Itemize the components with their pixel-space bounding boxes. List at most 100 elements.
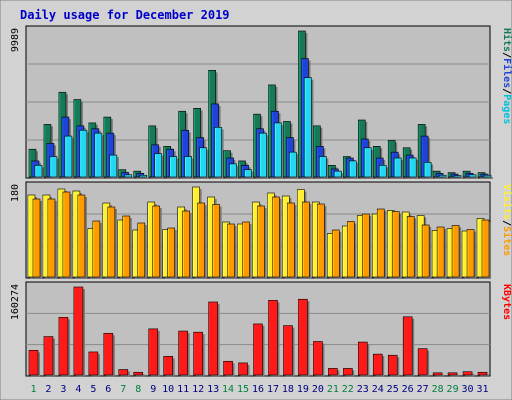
- legend-separator: /: [501, 88, 512, 94]
- bar-kbytes-14: [223, 360, 235, 377]
- x-tick-13: 13: [207, 384, 219, 395]
- legend-separator: /: [501, 220, 512, 226]
- bar-kbytes-21: [328, 368, 340, 377]
- bar-kbytes-31: [477, 371, 490, 377]
- x-tick-29: 29: [447, 384, 459, 395]
- x-tick-11: 11: [177, 384, 189, 395]
- bar-sites-4: [77, 194, 87, 279]
- bar-sites-13: [212, 204, 222, 279]
- legend-item-sites: Sites: [501, 226, 512, 256]
- bar-kbytes-8: [133, 371, 145, 377]
- bar-pages-2: [49, 156, 59, 179]
- bar-kbytes-16: [253, 323, 265, 377]
- x-tick-24: 24: [372, 384, 384, 395]
- bar-sites-6: [107, 206, 117, 279]
- bar-sites-29: [451, 225, 462, 279]
- x-tick-17: 17: [267, 384, 279, 395]
- x-tick-3: 3: [60, 384, 66, 395]
- legend-separator: /: [501, 52, 512, 58]
- x-tick-21: 21: [327, 384, 339, 395]
- bar-sites-3: [62, 191, 72, 279]
- legend-visits-sites: Visits/Sites: [501, 184, 512, 256]
- x-tick-26: 26: [402, 384, 414, 395]
- bar-sites-22: [347, 221, 357, 279]
- bar-pages-25: [393, 157, 404, 179]
- bar-pages-10: [169, 156, 179, 179]
- x-tick-30: 30: [462, 384, 474, 395]
- bar-pages-3: [64, 135, 74, 179]
- bar-sites-28: [436, 226, 447, 279]
- bar-kbytes-19: [298, 298, 310, 377]
- bar-kbytes-18: [283, 325, 295, 377]
- x-tick-6: 6: [105, 384, 111, 395]
- bar-kbytes-28: [432, 372, 445, 377]
- bar-kbytes-29: [447, 372, 460, 377]
- bar-kbytes-23: [357, 341, 370, 377]
- bar-pages-7: [124, 174, 134, 179]
- bar-sites-30: [466, 229, 477, 279]
- bar-kbytes-17: [268, 300, 280, 377]
- bar-kbytes-3: [58, 317, 70, 377]
- bar-kbytes-13: [208, 301, 220, 377]
- bar-pages-20: [319, 156, 329, 179]
- bar-kbytes-7: [118, 369, 130, 377]
- bar-pages-6: [109, 154, 119, 179]
- legend-item-kbytes: KBytes: [501, 284, 512, 320]
- bar-pages-21: [334, 170, 344, 179]
- bar-sites-14: [227, 223, 237, 279]
- bar-pages-26: [408, 157, 419, 179]
- bar-kbytes-25: [387, 354, 400, 377]
- bar-pages-30: [468, 174, 479, 179]
- x-tick-14: 14: [222, 384, 234, 395]
- bar-kbytes-26: [402, 316, 415, 377]
- bar-pages-13: [214, 127, 224, 179]
- y-max-label: 180: [10, 184, 21, 202]
- y-max-label: 9989: [10, 28, 21, 52]
- bar-pages-9: [154, 153, 164, 179]
- bar-pages-4: [79, 129, 89, 179]
- x-tick-15: 15: [237, 384, 249, 395]
- bar-sites-15: [242, 221, 252, 279]
- x-tick-19: 19: [297, 384, 309, 395]
- bar-kbytes-15: [238, 362, 250, 377]
- legend-kbytes: KBytes: [501, 284, 512, 320]
- bar-pages-17: [274, 122, 284, 179]
- x-tick-22: 22: [342, 384, 354, 395]
- bar-sites-24: [376, 208, 387, 279]
- bar-pages-1: [34, 165, 44, 179]
- x-tick-2: 2: [45, 384, 51, 395]
- bar-sites-8: [137, 222, 147, 279]
- bar-pages-28: [438, 174, 449, 179]
- bar-sites-12: [197, 202, 207, 279]
- x-tick-1: 1: [30, 384, 36, 395]
- bar-sites-31: [481, 219, 492, 279]
- bar-pages-5: [94, 132, 104, 179]
- x-tick-4: 4: [75, 384, 81, 395]
- bar-sites-2: [47, 198, 57, 279]
- bar-sites-25: [391, 211, 402, 279]
- legend-item-visits: Visits: [501, 184, 512, 220]
- legend-item-files: Files: [501, 58, 512, 88]
- bar-pages-15: [244, 169, 254, 179]
- bar-pages-16: [259, 132, 269, 179]
- x-tick-7: 7: [120, 384, 126, 395]
- bar-sites-23: [361, 213, 372, 279]
- bar-kbytes-6: [103, 332, 115, 377]
- x-tick-20: 20: [312, 384, 324, 395]
- bar-pages-29: [453, 175, 464, 179]
- bar-kbytes-24: [372, 353, 385, 377]
- bar-pages-23: [363, 147, 374, 179]
- bar-sites-10: [167, 227, 177, 279]
- x-tick-8: 8: [135, 384, 141, 395]
- bar-pages-11: [184, 156, 194, 179]
- x-tick-12: 12: [192, 384, 204, 395]
- bar-pages-24: [378, 165, 389, 179]
- bar-pages-31: [483, 174, 494, 179]
- bar-kbytes-2: [43, 336, 55, 377]
- bar-kbytes-27: [417, 348, 430, 377]
- legend-hits-files-pages: Hits/Files/Pages: [501, 28, 512, 124]
- bar-pages-12: [199, 147, 209, 179]
